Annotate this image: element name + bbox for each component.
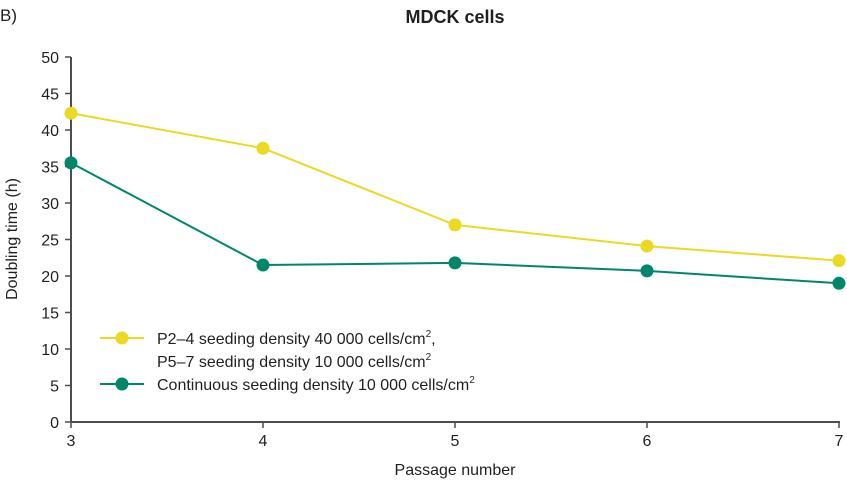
y-tick-label: 40 — [41, 123, 59, 140]
data-point — [64, 156, 78, 170]
y-tick-label: 15 — [41, 306, 59, 323]
data-point — [64, 106, 78, 120]
x-axis: 3 4 5 6 7 — [67, 421, 844, 450]
series-layer — [64, 106, 846, 290]
series-line — [70, 112, 840, 262]
legend-swatch-marker — [115, 331, 129, 345]
y-tick-label: 10 — [41, 342, 59, 359]
y-tick-label: 25 — [41, 233, 59, 250]
legend-swatch-marker — [115, 377, 129, 391]
x-tick-label: 3 — [67, 433, 76, 450]
x-tick-label: 7 — [835, 433, 844, 450]
data-point — [256, 258, 270, 272]
legend-label: P5–7 seeding density 10 000 cells/cm2 — [157, 352, 432, 371]
panel-label: B) — [0, 6, 17, 25]
x-tick-label: 5 — [451, 433, 460, 450]
y-tick-label: 5 — [50, 379, 59, 396]
legend-label: P2–4 seeding density 40 000 cells/cm2, — [157, 329, 436, 348]
x-tick-label: 6 — [643, 433, 652, 450]
legend: P2–4 seeding density 40 000 cells/cm2, P5… — [100, 329, 475, 394]
series-1 — [64, 106, 846, 268]
legend-item: Continuous seeding density 10 000 cells/… — [100, 375, 475, 394]
data-point — [640, 264, 654, 278]
y-tick-label: 50 — [41, 50, 59, 67]
series-2 — [64, 156, 846, 290]
y-tick-label: 0 — [50, 415, 59, 432]
data-point — [832, 254, 846, 268]
data-point — [832, 276, 846, 290]
y-axis: 0 5 10 15 20 25 30 35 40 45 50 — [41, 50, 72, 432]
y-tick-label: 20 — [41, 269, 59, 286]
y-tick-label: 30 — [41, 196, 59, 213]
data-point — [448, 256, 462, 270]
x-tick-label: 4 — [259, 433, 268, 450]
y-axis-title: Doubling time (h) — [4, 178, 21, 300]
y-tick-label: 35 — [41, 160, 59, 177]
legend-item: P2–4 seeding density 40 000 cells/cm2, P5… — [100, 329, 436, 371]
data-point — [640, 239, 654, 253]
chart-title: MDCK cells — [405, 7, 504, 27]
data-point — [448, 218, 462, 232]
legend-label: Continuous seeding density 10 000 cells/… — [157, 375, 475, 394]
y-tick-label: 45 — [41, 87, 59, 104]
data-point — [256, 141, 270, 155]
x-axis-title: Passage number — [395, 462, 517, 479]
